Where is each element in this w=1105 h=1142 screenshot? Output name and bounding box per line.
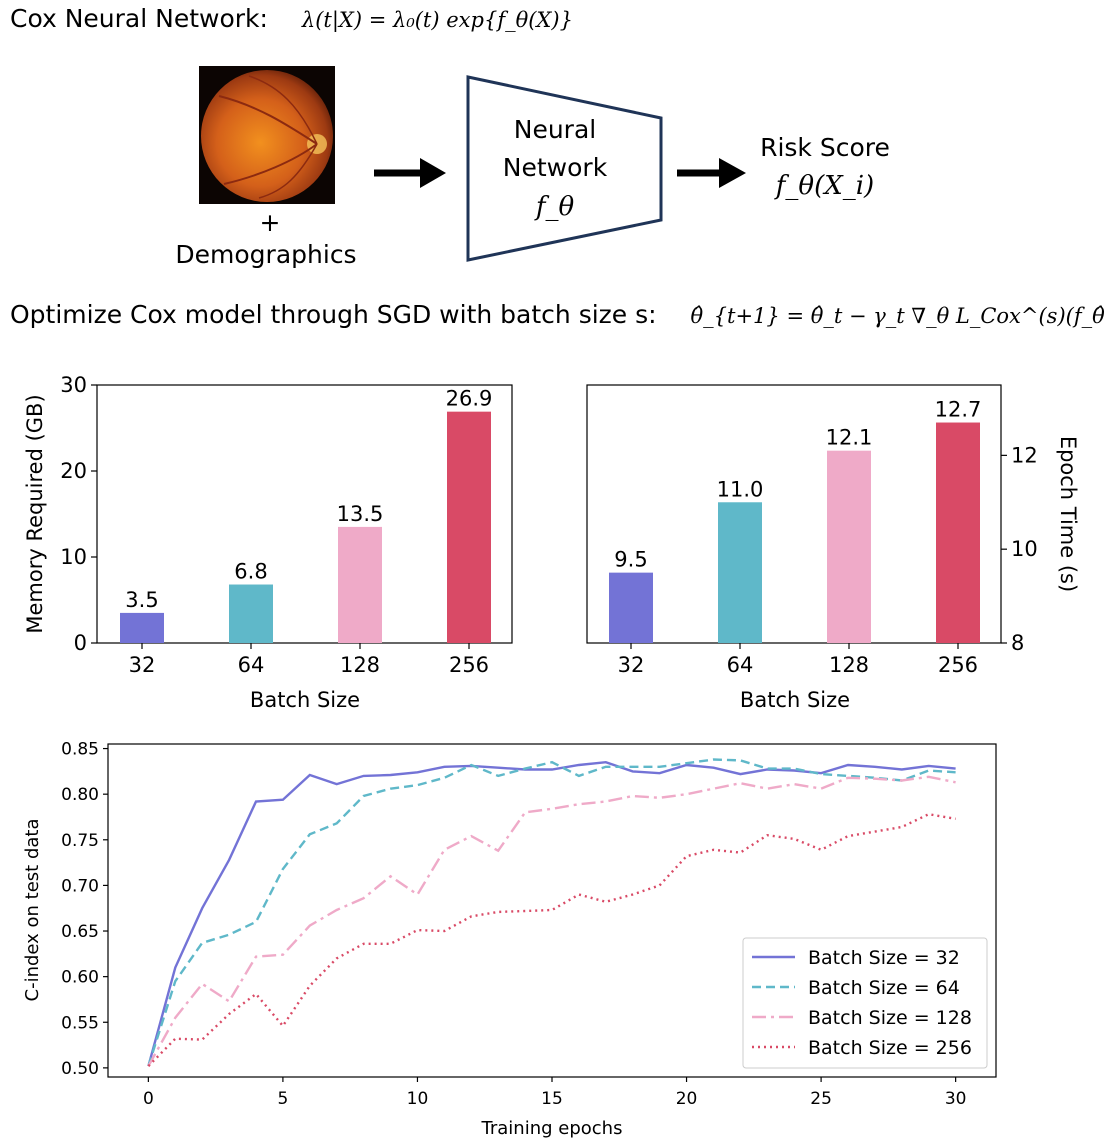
chart2-ytick-label: 12 [1011,443,1038,467]
risk-score-label: Risk Score [760,133,890,162]
arrow-icon-1 [374,158,446,188]
plus-sign: + [259,208,281,237]
chart2-ytick-label: 8 [1011,631,1024,655]
chart2-ytick-label: 10 [1011,537,1038,561]
chart1-plot-frame [96,384,513,644]
chart3-xtick-label: 10 [407,1089,429,1109]
chart2-value-label-64: 11.0 [717,477,764,501]
fundus-image [199,66,335,204]
figure-title: Cox Neural Network: λ(t|X) = λ₀(t) exp{f… [10,4,573,33]
nn-label-line1: Neural [513,115,597,144]
chart3-ytick-label: 0.55 [61,1013,99,1033]
series-line-1 [147,760,956,1067]
chart1-ytick-label: 10 [60,545,87,569]
series-line-2 [147,758,956,1067]
chart1-ytick-label: 30 [60,373,87,397]
chart2-plot-frame [586,384,1002,644]
chart2-bar-128 [827,450,871,643]
nn-symbol: f_θ [535,192,575,222]
chart2-xtick-label-64: 64 [727,653,754,677]
legend-label-4: Batch Size = 256 [808,1037,972,1059]
cindex-line-chart: 0.50 0.55 0.60 0.65 0.70 0.75 0.80 0.85 0 5 10 15 2… [22,740,997,1139]
chart2-bar-64 [718,502,762,643]
hazard-formula: λ(t|X) = λ₀(t) exp{f_θ(X)} [301,8,573,32]
title-text: Cox Neural Network: [10,4,268,33]
chart1-bar-128 [338,526,382,643]
chart1-bar-256 [447,411,491,643]
chart3-xtick-label: 20 [676,1089,698,1109]
chart2-xlabel: Batch Size [740,688,850,712]
epoch-time-bar-chart: 9.5 11.0 12.1 12.7 8 10 12 32 64 128 256 Batch S… [586,384,1080,712]
chart3-ytick-label: 0.65 [61,922,99,942]
chart3-ytick-label: 0.60 [61,968,99,988]
chart1-ylabel: Memory Required (GB) [23,394,47,633]
chart1-xtick-label-256: 256 [449,653,489,677]
chart2-xtick-label-256: 256 [938,653,978,677]
chart3-xtick-label: 15 [541,1089,563,1109]
chart2-value-label-32: 9.5 [614,548,647,572]
chart1-bar-64 [229,584,273,643]
memory-bar-chart: 3.5 6.8 13.5 26.9 0 10 20 30 32 64 128 256 Batch … [23,373,513,712]
retina-icon [201,70,333,202]
optimize-text: Optimize Cox model through SGD with batc… [10,300,657,329]
chart1-bar-32 [120,612,164,643]
chart1-ytick-label: 20 [60,459,87,483]
chart3-legend: Batch Size = 32 Batch Size = 64 Batch Size… [742,937,988,1069]
chart3-ytick-label: 0.50 [61,1059,99,1079]
legend-label-1: Batch Size = 32 [808,947,960,969]
chart1-xtick-label-128: 128 [340,653,380,677]
optimize-line: Optimize Cox model through SGD with batc… [10,300,1105,329]
arrow-icon-2 [677,158,746,188]
legend-label-3: Batch Size = 128 [808,1007,972,1029]
legend-label-2: Batch Size = 64 [808,977,960,999]
chart3-xtick-label: 30 [945,1089,967,1109]
demographics-label: Demographics [175,240,357,269]
chart2-value-label-128: 12.1 [826,426,873,450]
risk-score-formula: f_θ(X_i) [775,171,875,201]
neural-network-box [466,75,663,262]
chart2-xtick-label-32: 32 [618,653,645,677]
chart3-xlabel: Training epochs [481,1118,623,1139]
chart3-xtick-label: 25 [810,1089,832,1109]
nn-label-line2: Network [502,153,608,182]
chart1-value-label-256: 26.9 [446,387,493,411]
chart1-xtick-label-64: 64 [238,653,265,677]
legend-box [742,937,988,1069]
series-line-3 [147,775,956,1067]
chart3-ytick-label: 0.75 [61,831,99,851]
chart1-value-label-128: 13.5 [337,502,384,526]
chart1-xlabel: Batch Size [250,688,360,712]
chart3-ytick-label: 0.70 [61,876,99,896]
sgd-update-formula: θ̂_{t+1} = θ̂_t − γ_t ∇_θ L_Cox^(s)(f_θ̂… [690,304,1105,328]
chart2-bar-256 [936,422,980,643]
chart1-ytick-label: 0 [74,631,87,655]
chart1-value-label-32: 3.5 [125,588,158,612]
chart3-ylabel: C-index on test data [22,818,43,1001]
diagram-shapes [374,75,746,262]
chart3-xtick-label: 5 [277,1089,288,1109]
chart2-bar-32 [609,572,653,643]
chart3-ytick-label: 0.80 [61,785,99,805]
chart2-value-label-256: 12.7 [935,398,982,422]
chart3-ytick-label: 0.85 [61,740,99,760]
chart3-xtick-label: 0 [143,1089,154,1109]
chart2-xtick-label-128: 128 [829,653,869,677]
chart1-value-label-64: 6.8 [234,560,267,584]
chart2-ylabel: Epoch Time (s) [1056,436,1080,592]
chart1-xtick-label-32: 32 [129,653,156,677]
